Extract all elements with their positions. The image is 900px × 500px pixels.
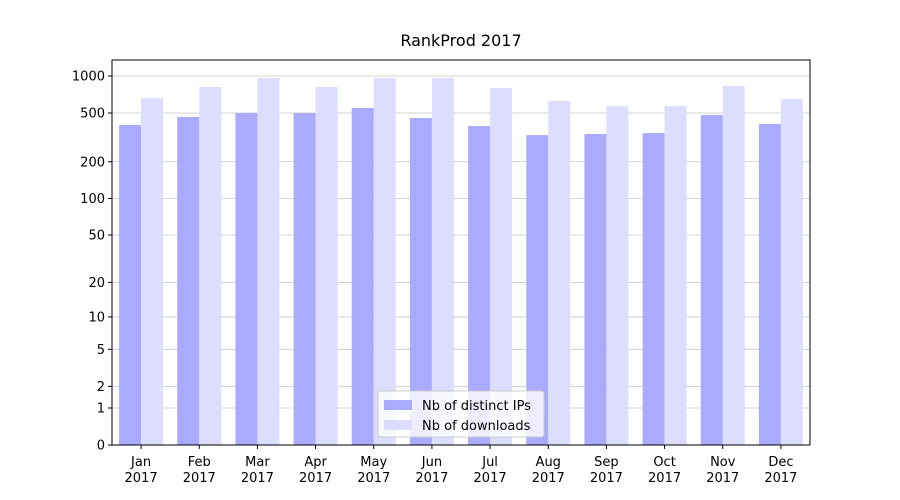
y-tick-label: 10	[88, 310, 105, 325]
bar	[722, 86, 745, 446]
y-tick-label: 100	[80, 192, 105, 207]
bar	[373, 78, 396, 446]
x-tick-label: Mar 2017	[241, 455, 274, 486]
bar	[431, 78, 454, 446]
bar	[293, 113, 316, 446]
bar	[584, 134, 607, 445]
bar	[119, 125, 142, 445]
x-tick-label: Oct 2017	[648, 455, 681, 486]
y-tick-label: 20	[88, 276, 105, 291]
bar	[468, 126, 491, 446]
x-tick-label: Jul 2017	[474, 455, 507, 486]
bar	[780, 98, 803, 446]
legend-label: Nb of downloads	[422, 419, 531, 434]
x-tick-label: Apr 2017	[299, 455, 332, 486]
bar	[758, 124, 781, 446]
bar	[548, 100, 571, 446]
legend-swatch	[384, 420, 412, 430]
y-tick-label: 1	[97, 401, 105, 416]
bar	[526, 135, 549, 445]
bar	[177, 116, 200, 446]
bar	[199, 86, 222, 445]
x-tick-label: Jun 2017	[415, 455, 448, 486]
y-tick-label: 1000	[72, 70, 105, 85]
bar	[490, 88, 513, 445]
y-tick-label: 200	[80, 155, 105, 170]
y-tick-label: 500	[80, 106, 105, 121]
x-tick-label: Jan 2017	[125, 455, 158, 486]
x-tick-label: Nov 2017	[706, 455, 739, 486]
x-tick-label: Sep 2017	[590, 455, 623, 486]
bar	[351, 107, 374, 445]
x-tick-label: Aug 2017	[532, 455, 565, 486]
bar	[700, 115, 723, 446]
bar	[257, 78, 280, 446]
chart-title: RankProd 2017	[400, 31, 521, 50]
bar	[664, 106, 687, 446]
x-tick-label: Feb 2017	[183, 455, 216, 486]
y-tick-label: 0	[97, 439, 105, 454]
bar	[235, 113, 258, 446]
legend-label: Nb of distinct IPs	[422, 399, 531, 414]
y-tick-label: 50	[88, 229, 105, 244]
bar	[141, 98, 164, 446]
bar	[642, 133, 665, 445]
legend-box	[377, 390, 545, 438]
bar	[409, 118, 432, 445]
bar	[315, 86, 338, 445]
bar	[606, 106, 629, 446]
plot-frame	[111, 59, 811, 446]
y-tick-label: 2	[97, 380, 105, 395]
legend-swatch	[384, 400, 412, 410]
y-tick-label: 5	[97, 343, 105, 358]
x-tick-label: May 2017	[357, 455, 390, 486]
x-tick-label: Dec 2017	[764, 455, 797, 486]
